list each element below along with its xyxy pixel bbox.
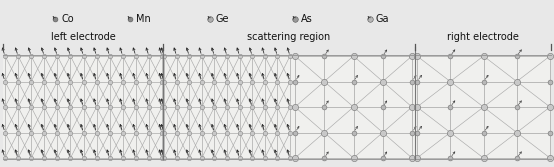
Text: right electrode: right electrode [447, 32, 519, 42]
Text: Co: Co [61, 14, 74, 24]
Text: Ga: Ga [376, 14, 389, 24]
Text: As: As [301, 14, 313, 24]
Text: scattering region: scattering region [248, 32, 331, 42]
Text: Mn: Mn [136, 14, 151, 24]
FancyBboxPatch shape [3, 55, 551, 159]
Text: Ge: Ge [216, 14, 229, 24]
Text: left electrode: left electrode [50, 32, 115, 42]
